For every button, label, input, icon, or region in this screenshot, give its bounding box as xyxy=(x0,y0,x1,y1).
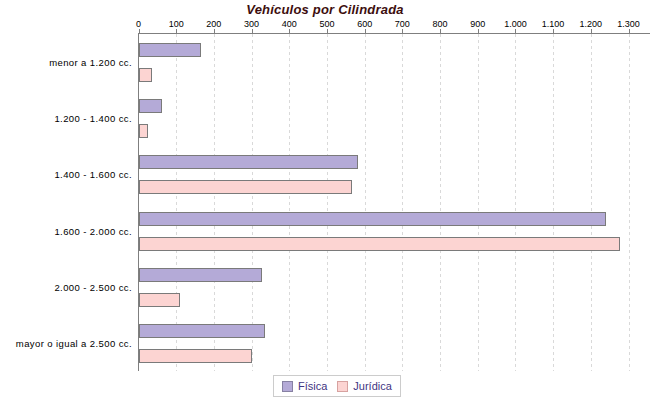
bar-fisica xyxy=(139,268,262,282)
category-row: 2.000 - 2.500 cc. xyxy=(139,259,650,315)
x-tick-label: 1.200 xyxy=(580,19,603,29)
bar-juridica xyxy=(139,180,352,194)
bar-juridica xyxy=(139,349,252,363)
bar-fisica xyxy=(139,99,162,113)
bar-chart: Vehículos por Cilindrada 0 100 200 300 400 50… xyxy=(0,0,650,400)
x-tick-label: 100 xyxy=(169,19,184,29)
x-tick-label: 500 xyxy=(319,19,334,29)
x-tick-label: 700 xyxy=(395,19,410,29)
x-tick-label: 1.000 xyxy=(504,19,527,29)
category-label: menor a 1.200 cc. xyxy=(49,57,132,68)
x-tick-label: 0 xyxy=(136,19,141,29)
bar-fisica xyxy=(139,324,265,338)
category-label: 1.400 - 1.600 cc. xyxy=(54,169,132,180)
x-tick-label: 400 xyxy=(282,19,297,29)
bar-juridica xyxy=(139,293,180,307)
category-label: 1.600 - 2.000 cc. xyxy=(54,225,132,236)
x-tick-label: 900 xyxy=(470,19,485,29)
category-row: mayor o igual a 2.500 cc. xyxy=(139,315,650,371)
bar-juridica xyxy=(139,124,148,138)
legend-swatch-juridica xyxy=(337,381,348,392)
x-tick-label: 1.100 xyxy=(542,19,565,29)
x-tick-label: 200 xyxy=(206,19,221,29)
x-tick-label: 800 xyxy=(433,19,448,29)
x-tick-label: 600 xyxy=(357,19,372,29)
category-label: 2.000 - 2.500 cc. xyxy=(54,281,132,292)
x-tick-label: 300 xyxy=(244,19,259,29)
category-row: 1.400 - 1.600 cc. xyxy=(139,146,650,202)
bar-fisica xyxy=(139,43,201,57)
legend-label-juridica: Jurídica xyxy=(353,380,392,392)
category-row: 1.600 - 2.000 cc. xyxy=(139,203,650,259)
bar-juridica xyxy=(139,237,620,251)
plot-area: menor a 1.200 cc.1.200 - 1.400 cc.1.400 … xyxy=(138,33,650,371)
bar-juridica xyxy=(139,68,152,82)
legend-swatch-fisica xyxy=(282,381,293,392)
legend-item-juridica: Jurídica xyxy=(337,380,392,392)
category-row: menor a 1.200 cc. xyxy=(139,34,650,90)
legend: Física Jurídica xyxy=(273,375,401,397)
x-tick-label: 1.300 xyxy=(617,19,640,29)
category-row: 1.200 - 1.400 cc. xyxy=(139,90,650,146)
category-label: mayor o igual a 2.500 cc. xyxy=(16,337,132,348)
bar-fisica xyxy=(139,155,358,169)
legend-item-fisica: Física xyxy=(282,380,327,392)
category-label: 1.200 - 1.400 cc. xyxy=(54,113,132,124)
legend-label-fisica: Física xyxy=(298,380,327,392)
bar-fisica xyxy=(139,212,606,226)
chart-title: Vehículos por Cilindrada xyxy=(0,2,650,17)
